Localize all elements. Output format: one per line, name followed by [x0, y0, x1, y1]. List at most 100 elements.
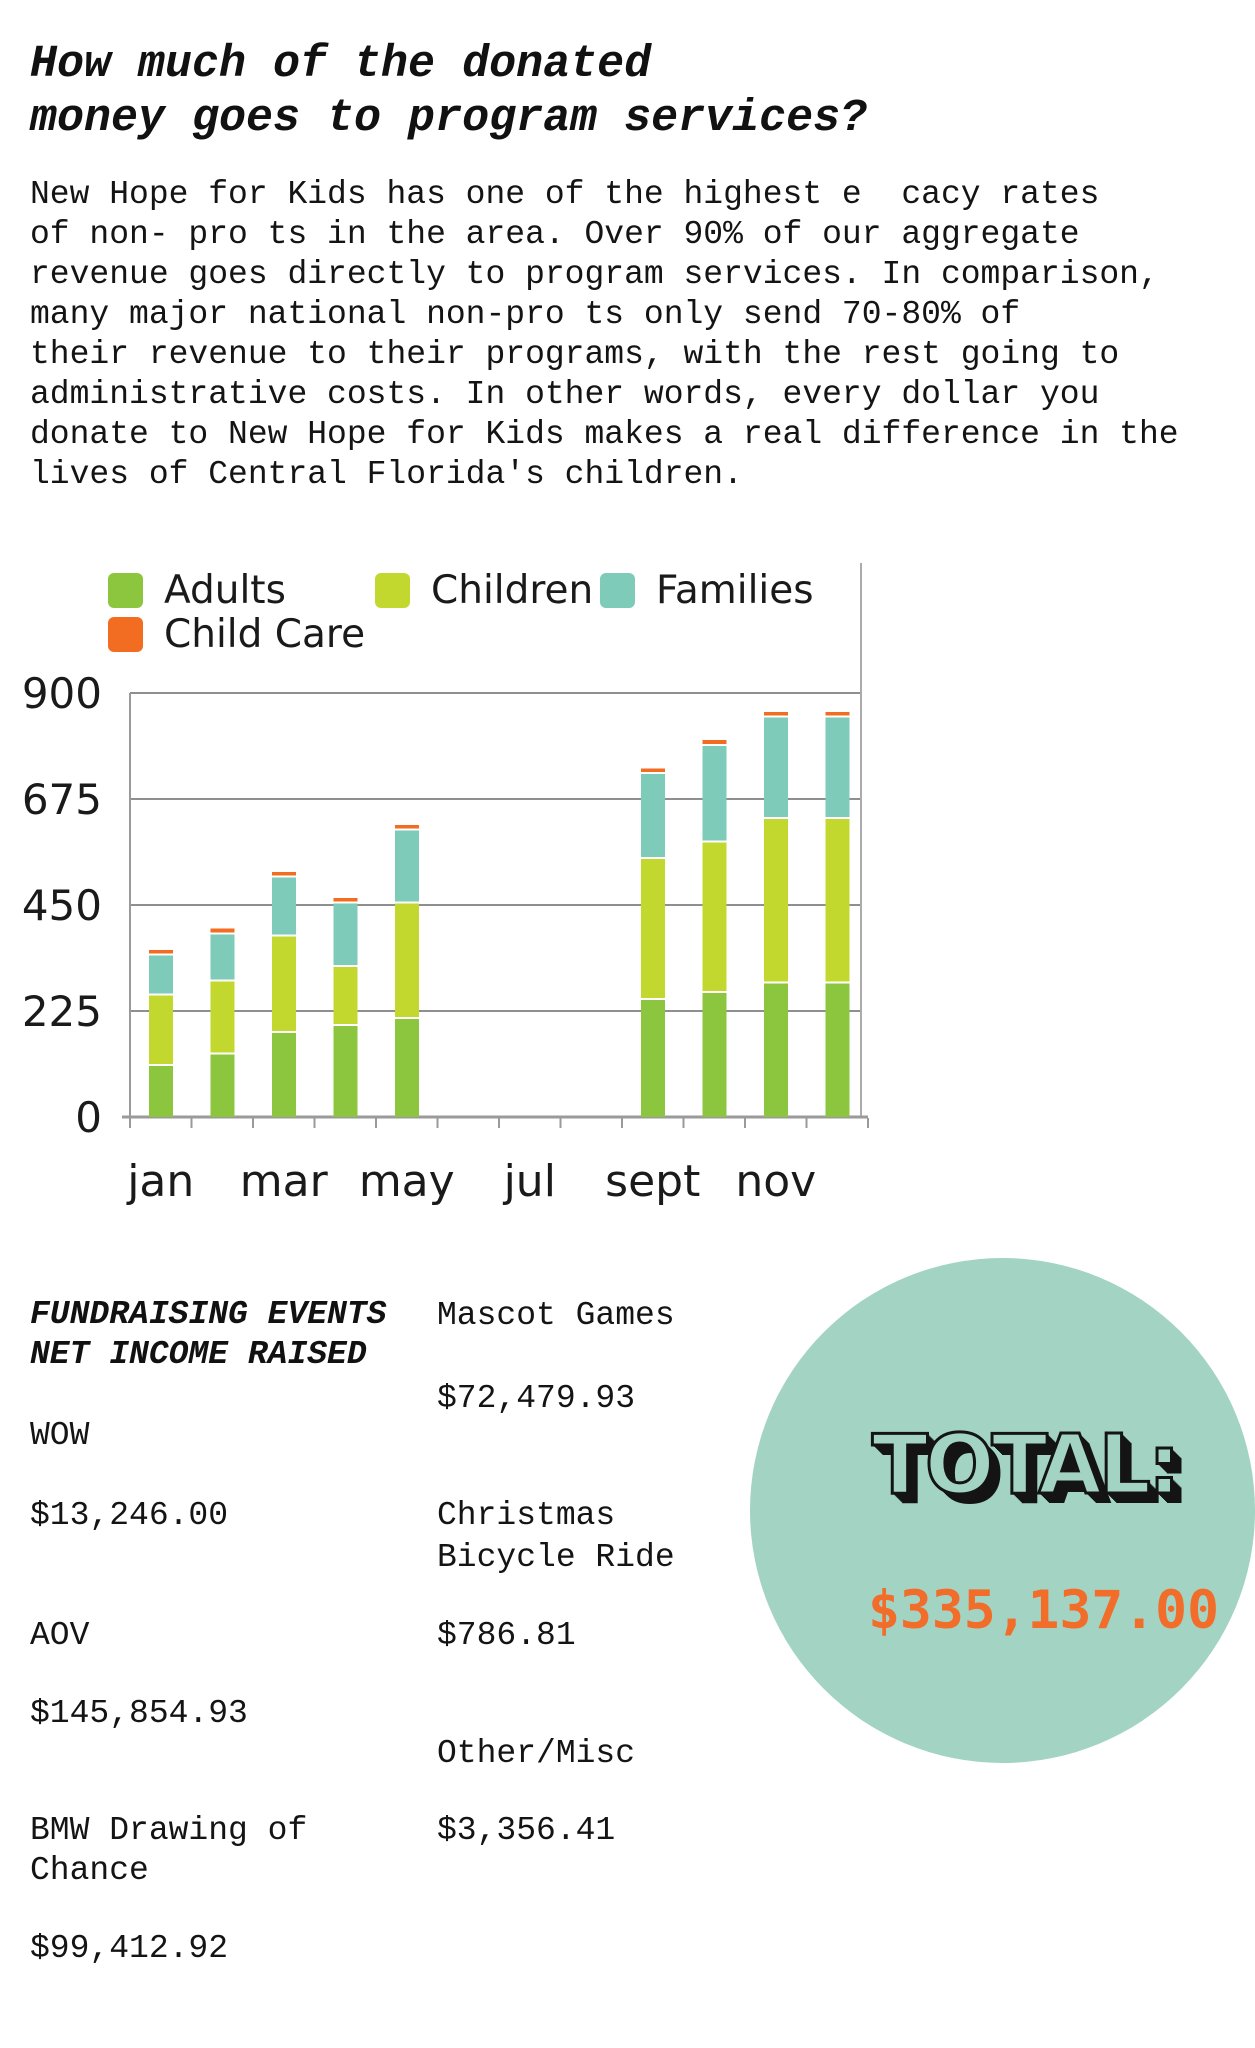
bar-separator — [148, 1064, 173, 1067]
paragraph-line: donate to New Hope for Kids makes a real… — [30, 416, 1179, 453]
bar-segment-oct-child-care — [702, 740, 727, 745]
total-circle: TOTAL: $335,137.00 — [750, 1258, 1255, 1763]
x-axis-label-jan: jan — [126, 1156, 194, 1207]
adults-swatch-icon — [108, 573, 143, 608]
bar-segment-may-children — [394, 902, 419, 1019]
event-name: Mascot Games — [437, 1297, 675, 1334]
page-title-line-1: How much of the donated — [30, 39, 652, 90]
legend-item-adults: Adults — [108, 568, 286, 613]
event-amount: $13,246.00 — [30, 1497, 229, 1534]
bar-segment-oct-families — [702, 744, 727, 842]
page-title: How much of the donated money goes to pr… — [30, 38, 867, 146]
event-name: AOV — [30, 1617, 90, 1654]
bar-separator — [210, 1052, 235, 1055]
event-amount: $72,479.93 — [437, 1380, 636, 1417]
bar-segment-sept-families — [640, 773, 665, 858]
legend-label-adults: Adults — [164, 568, 286, 613]
legend-label-children: Children — [431, 568, 594, 613]
bar-segment-oct-adults — [702, 992, 727, 1117]
bar-separator — [333, 1024, 358, 1027]
bar-segment-dec-child-care — [825, 711, 850, 717]
paragraph-line: their revenue to their programs, with th… — [30, 336, 1120, 373]
bar-segment-mar-children — [271, 935, 296, 1033]
bar-separator — [702, 991, 727, 994]
bar-segment-mar-adults — [271, 1032, 296, 1117]
bar-segment-mar-families — [271, 876, 296, 936]
bar-separator — [640, 772, 665, 775]
x-axis-label-jul: jul — [503, 1156, 556, 1207]
bar-separator — [763, 981, 788, 984]
bar-separator — [825, 816, 850, 819]
y-axis-label-675: 675 — [22, 775, 102, 824]
bar-separator — [271, 934, 296, 937]
y-axis-label-0: 0 — [75, 1093, 102, 1142]
bar-segment-jan-child-care — [148, 949, 173, 955]
bar-separator — [333, 965, 358, 968]
legend-item-children: Children — [375, 568, 593, 613]
bar-separator — [763, 816, 788, 819]
bar-separator — [148, 953, 173, 956]
bar-separator — [271, 1031, 296, 1034]
event-amount: $99,412.92 — [30, 1930, 229, 1967]
x-axis-label-nov: nov — [735, 1156, 816, 1207]
fundraising-heading-line-2: NET INCOME RAISED — [30, 1336, 367, 1373]
bar-segment-nov-child-care — [763, 711, 788, 717]
legend-item-child-care: Child Care — [108, 612, 365, 657]
paragraph-line: New Hope for Kids has one of the highest… — [30, 176, 1100, 213]
bar-segment-jan-adults — [148, 1065, 173, 1117]
bar-separator — [210, 979, 235, 982]
bar-segment-feb-children — [210, 980, 235, 1054]
legend-item-families: Families — [600, 568, 814, 613]
bar-segment-feb-child-care — [210, 928, 235, 934]
bar-separator — [640, 856, 665, 859]
bar-segment-sept-children — [640, 857, 665, 1000]
bar-separator — [210, 932, 235, 935]
bar-segment-nov-families — [763, 716, 788, 818]
bar-segment-apr-children — [333, 966, 358, 1026]
bar-separator — [763, 715, 788, 718]
children-swatch-icon — [375, 573, 410, 608]
bar-segment-jan-families — [148, 954, 173, 995]
event-amount: $3,356.41 — [437, 1812, 616, 1849]
paragraph-line: revenue goes directly to program service… — [30, 256, 1159, 293]
bar-separator — [394, 828, 419, 831]
event-name: Bicycle Ride — [437, 1539, 675, 1576]
bar-separator — [825, 715, 850, 718]
bar-separator — [702, 743, 727, 746]
bar-separator — [333, 901, 358, 904]
bar-segment-sept-adults — [640, 999, 665, 1117]
event-amount: $145,854.93 — [30, 1695, 248, 1732]
paragraph-line: of non- pro ts in the area. Over 90% of … — [30, 216, 1080, 253]
event-name: Other/Misc — [437, 1735, 636, 1772]
legend-label-child-care: Child Care — [164, 612, 366, 657]
x-axis-label-sept: sept — [605, 1156, 700, 1207]
bar-segment-dec-adults — [825, 982, 850, 1117]
event-name: WOW — [30, 1417, 90, 1454]
y-axis-label-900: 900 — [22, 669, 102, 718]
bar-separator — [394, 901, 419, 904]
event-amount: $786.81 — [437, 1617, 576, 1654]
bar-segment-feb-adults — [210, 1053, 235, 1117]
intro-paragraph: New Hope for Kids has one of the highest… — [30, 175, 1179, 495]
page-title-line-2: money goes to program services? — [30, 93, 868, 144]
paragraph-line: many major national non-pro ts only send… — [30, 296, 1021, 333]
bar-segment-jan-children — [148, 994, 173, 1066]
x-axis-label-may: may — [359, 1156, 455, 1207]
bar-segment-oct-children — [702, 841, 727, 993]
bar-segment-apr-families — [333, 902, 358, 967]
bar-segment-may-child-care — [394, 824, 419, 830]
fundraising-heading-line-1: FUNDRAISING EVENTS — [30, 1296, 387, 1333]
bar-separator — [825, 981, 850, 984]
monthly-attendance-stacked-bar-chart: 0 225 450 675 900 jan mar may jul sept nov — [22, 563, 869, 1207]
bar-separator — [394, 1017, 419, 1020]
bar-separator — [148, 993, 173, 996]
bar-segment-nov-children — [763, 817, 788, 983]
bar-segment-dec-children — [825, 817, 850, 983]
bar-segment-mar-child-care — [271, 872, 296, 877]
legend-label-families: Families — [656, 568, 814, 613]
y-axis-label-225: 225 — [22, 987, 102, 1036]
total-label: TOTAL: — [871, 1417, 1183, 1515]
event-name: Christmas — [437, 1497, 616, 1534]
bar-segment-sept-child-care — [640, 768, 665, 774]
